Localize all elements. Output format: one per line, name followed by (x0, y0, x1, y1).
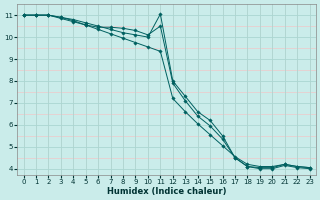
X-axis label: Humidex (Indice chaleur): Humidex (Indice chaleur) (107, 187, 226, 196)
